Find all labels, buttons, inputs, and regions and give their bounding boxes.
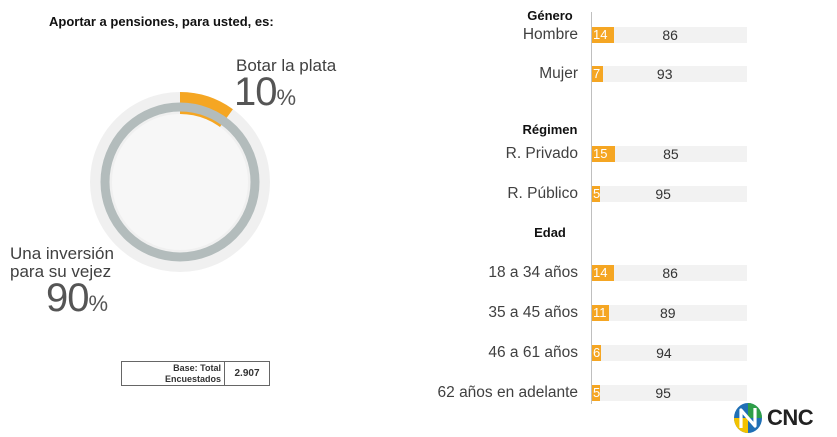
bar-value-2: 95 — [655, 186, 671, 202]
bar-segment-1 — [592, 66, 603, 82]
category-label: R. Público — [507, 185, 578, 202]
bar-value-1: 15 — [593, 146, 608, 161]
slice-label-inversion-2: para su vejez — [10, 262, 112, 281]
bar-segment-1 — [592, 265, 614, 281]
bar-value-1: 11 — [593, 305, 607, 320]
bar-value-1: 7 — [593, 66, 601, 81]
category-label: 62 años en adelante — [437, 384, 578, 401]
base-label: Base: Total Encuestados — [122, 362, 225, 385]
bar-segment-1 — [592, 385, 600, 401]
donut-center — [112, 114, 248, 250]
cnc-logo: CNC — [733, 402, 814, 434]
bar-segment-1 — [592, 305, 610, 321]
bar-value-2: 85 — [663, 146, 679, 162]
group-title: Régimen — [522, 122, 578, 137]
bar-value-2: 93 — [656, 66, 673, 82]
bar-value-1: 6 — [593, 345, 601, 360]
slice-label-inversion-1: Una inversión — [10, 244, 114, 263]
bar-value-2: 86 — [662, 27, 678, 43]
category-label: 46 a 61 años — [488, 344, 578, 361]
slice-value-botar: 10% — [234, 70, 297, 114]
bar-track: 15 85 — [592, 146, 747, 162]
axis-line — [591, 12, 592, 404]
bar-track: 6 94 — [592, 345, 747, 361]
bar-segment-1 — [592, 345, 602, 361]
bar-track: 5 95 — [592, 186, 747, 202]
category-label: Hombre — [522, 26, 578, 43]
bar-value-1: 14 — [593, 27, 608, 42]
category-label: 35 a 45 años — [488, 304, 578, 321]
category-label: 18 a 34 años — [488, 264, 578, 281]
slice-label-botar: Botar la plata — [236, 56, 337, 75]
base-value: 2.907 — [234, 368, 260, 379]
bar-track: 14 86 — [592, 27, 747, 43]
bar-value-1: 14 — [593, 265, 608, 280]
cnc-logo-icon — [734, 403, 762, 433]
donut-ring — [100, 102, 260, 262]
logo-text: CNC — [767, 405, 814, 430]
bar-track: 11 89 — [592, 305, 747, 321]
base-table: Base: Total Encuestados 2.907 — [121, 361, 270, 386]
group-title: Edad — [534, 225, 566, 240]
slice-value-inversion: 90% — [46, 276, 109, 320]
chart-title: Aportar a pensiones, para usted, es: — [49, 14, 274, 29]
bar-track: 7 93 — [592, 66, 747, 82]
bar-segment-1 — [592, 146, 616, 162]
bar-value-2: 89 — [660, 305, 676, 321]
bar-value-2: 86 — [662, 265, 678, 281]
category-label: R. Privado — [505, 145, 578, 162]
group-title: Género — [527, 8, 573, 23]
bar-value-2: 95 — [655, 385, 671, 401]
bar-track: 5 95 — [592, 385, 747, 401]
bar-value-1: 5 — [593, 385, 601, 400]
bar-value-1: 5 — [593, 186, 601, 201]
bar-segment-1 — [592, 186, 600, 202]
donut-chart — [90, 92, 270, 272]
bar-segment-1 — [592, 27, 614, 43]
bar-track: 14 86 — [592, 265, 747, 281]
bar-value-2: 94 — [656, 345, 672, 361]
